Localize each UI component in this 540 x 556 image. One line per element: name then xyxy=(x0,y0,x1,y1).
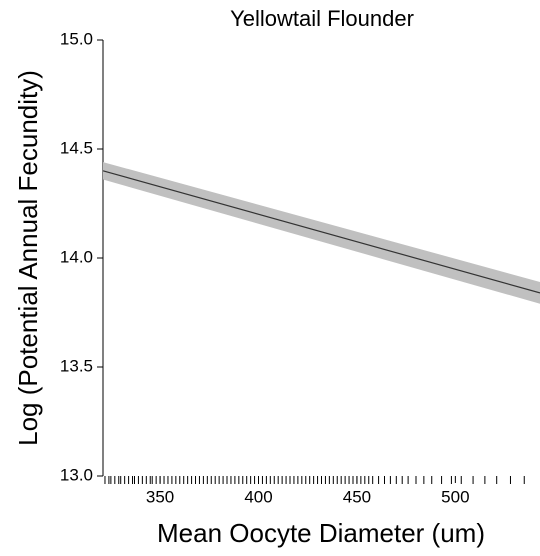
y-tick-label: 13.5 xyxy=(60,356,93,375)
y-tick-label: 13.0 xyxy=(60,465,93,484)
y-tick-label: 14.5 xyxy=(60,138,93,157)
chart-title: Yellowtail Flounder xyxy=(230,6,414,31)
confidence-band xyxy=(103,162,540,304)
x-tick-label: 350 xyxy=(146,487,174,506)
x-axis-label: Mean Oocyte Diameter (um) xyxy=(157,518,485,548)
x-tick-label: 500 xyxy=(441,487,469,506)
y-tick-label: 14.0 xyxy=(60,247,93,266)
x-tick-label: 450 xyxy=(343,487,371,506)
fit-line xyxy=(102,170,540,294)
x-tick-label: 400 xyxy=(244,487,272,506)
y-axis-label: Log (Potential Annual Fecundity) xyxy=(13,70,43,446)
y-tick-label: 15.0 xyxy=(60,29,93,48)
